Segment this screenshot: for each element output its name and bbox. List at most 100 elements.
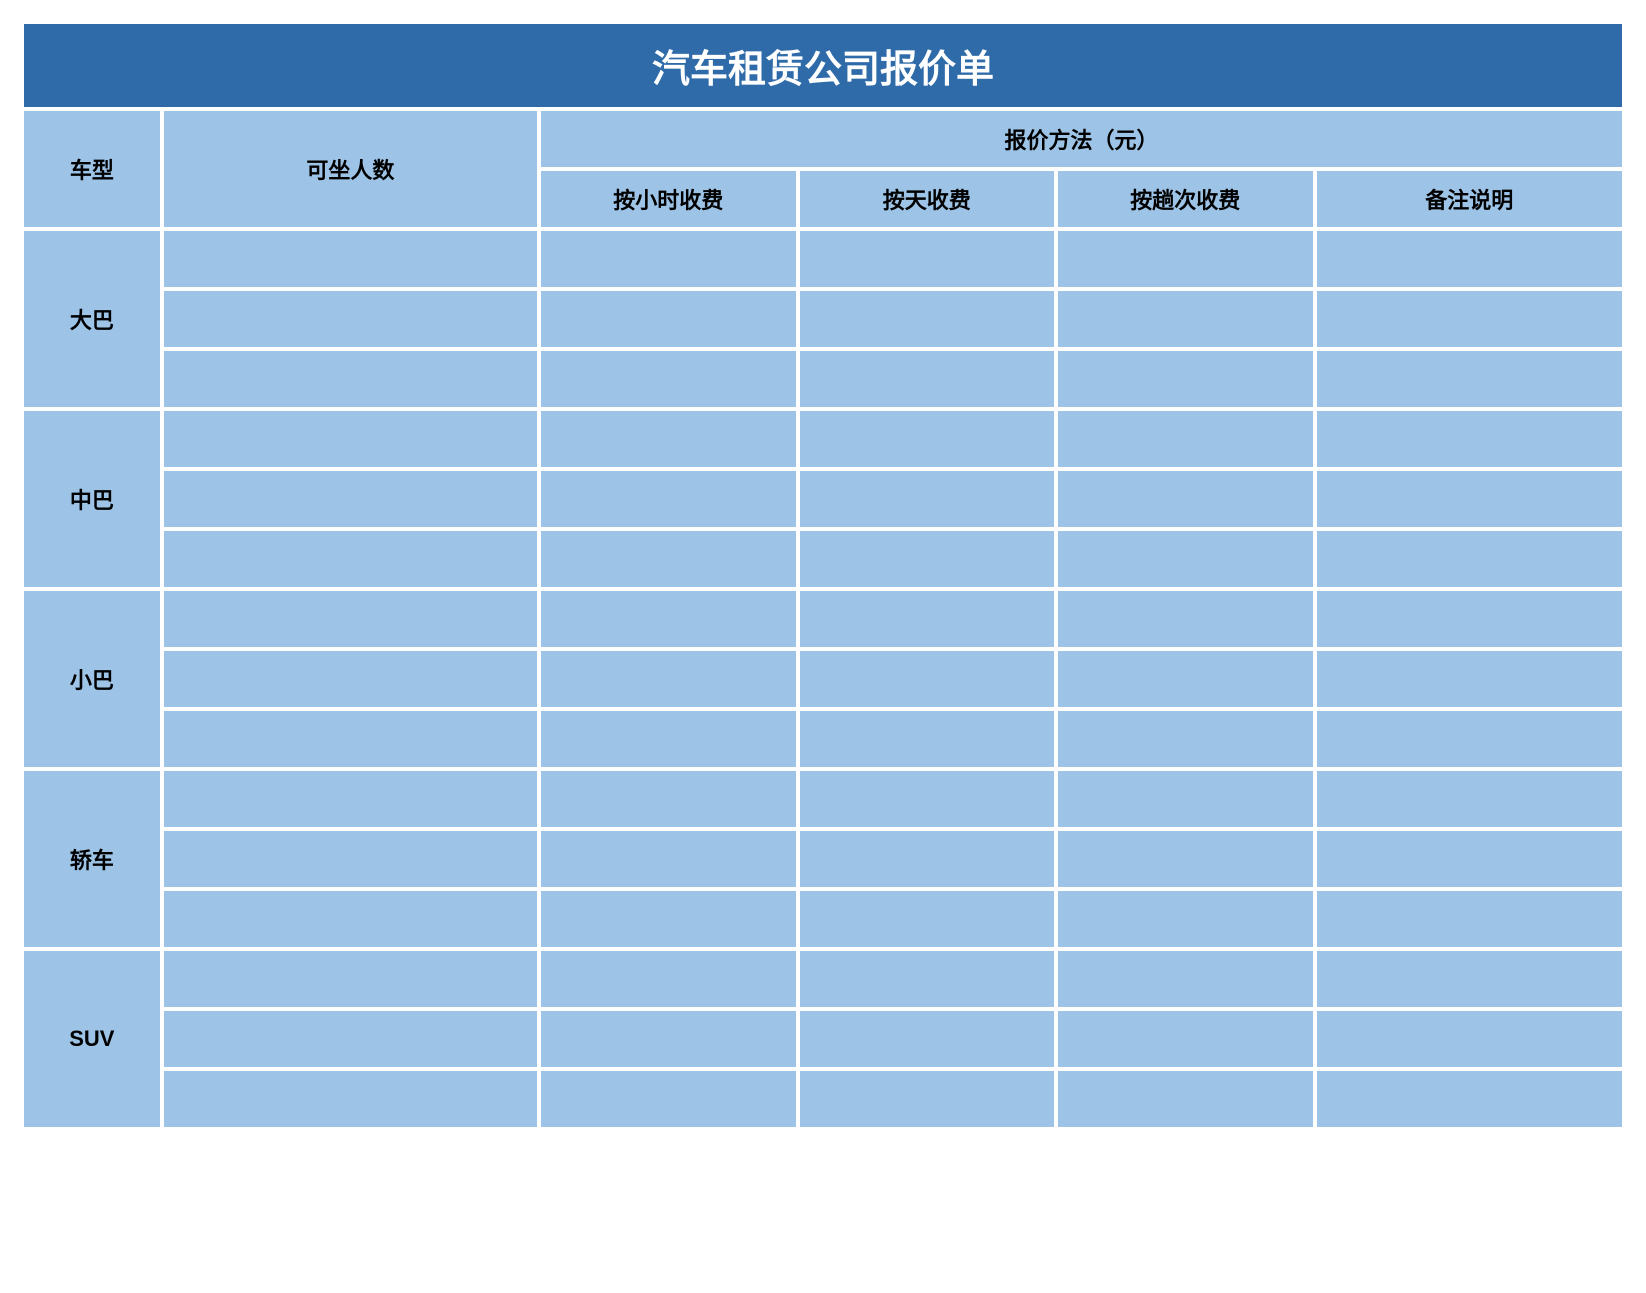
capacity-cell: [164, 891, 537, 947]
by-day-cell: [800, 411, 1055, 467]
by-day-cell: [800, 831, 1055, 887]
header-row-1: 车型 可坐人数 报价方法（元）: [24, 111, 1622, 167]
capacity-cell: [164, 471, 537, 527]
header-capacity: 可坐人数: [164, 111, 537, 227]
vehicle-type-cell: 小巴: [24, 591, 160, 767]
table-row: [24, 651, 1622, 707]
by-trip-cell: [1058, 231, 1313, 287]
capacity-cell: [164, 1011, 537, 1067]
capacity-cell: [164, 651, 537, 707]
by-day-cell: [800, 591, 1055, 647]
table-row: [24, 531, 1622, 587]
by-day-cell: [800, 471, 1055, 527]
remarks-cell: [1317, 711, 1622, 767]
header-by-trip: 按趟次收费: [1058, 171, 1313, 227]
header-pricing-method: 报价方法（元）: [541, 111, 1622, 167]
by-trip-cell: [1058, 531, 1313, 587]
table-row: [24, 291, 1622, 347]
capacity-cell: [164, 1071, 537, 1127]
by-day-cell: [800, 1071, 1055, 1127]
remarks-cell: [1317, 951, 1622, 1007]
by-day-cell: [800, 351, 1055, 407]
table-row: [24, 471, 1622, 527]
capacity-cell: [164, 771, 537, 827]
remarks-cell: [1317, 231, 1622, 287]
remarks-cell: [1317, 351, 1622, 407]
by-trip-cell: [1058, 291, 1313, 347]
table-row: [24, 1011, 1622, 1067]
by-trip-cell: [1058, 471, 1313, 527]
table-row: 中巴: [24, 411, 1622, 467]
table-row: 轿车: [24, 771, 1622, 827]
capacity-cell: [164, 531, 537, 587]
remarks-cell: [1317, 1071, 1622, 1127]
header-by-day: 按天收费: [800, 171, 1055, 227]
capacity-cell: [164, 231, 537, 287]
table-row: 大巴: [24, 231, 1622, 287]
remarks-cell: [1317, 591, 1622, 647]
by-hour-cell: [541, 591, 796, 647]
capacity-cell: [164, 351, 537, 407]
table-row: [24, 1071, 1622, 1127]
by-day-cell: [800, 531, 1055, 587]
by-day-cell: [800, 711, 1055, 767]
by-day-cell: [800, 291, 1055, 347]
by-hour-cell: [541, 1071, 796, 1127]
by-trip-cell: [1058, 591, 1313, 647]
by-hour-cell: [541, 1011, 796, 1067]
title-row: 汽车租赁公司报价单: [24, 24, 1622, 107]
by-hour-cell: [541, 831, 796, 887]
by-hour-cell: [541, 771, 796, 827]
capacity-cell: [164, 591, 537, 647]
by-trip-cell: [1058, 1011, 1313, 1067]
by-hour-cell: [541, 291, 796, 347]
by-trip-cell: [1058, 1071, 1313, 1127]
vehicle-type-cell: 中巴: [24, 411, 160, 587]
by-trip-cell: [1058, 831, 1313, 887]
table-row: [24, 351, 1622, 407]
by-hour-cell: [541, 231, 796, 287]
remarks-cell: [1317, 291, 1622, 347]
by-trip-cell: [1058, 951, 1313, 1007]
remarks-cell: [1317, 1011, 1622, 1067]
capacity-cell: [164, 711, 537, 767]
remarks-cell: [1317, 531, 1622, 587]
by-hour-cell: [541, 891, 796, 947]
vehicle-type-cell: SUV: [24, 951, 160, 1127]
remarks-cell: [1317, 651, 1622, 707]
by-day-cell: [800, 651, 1055, 707]
capacity-cell: [164, 831, 537, 887]
table-row: [24, 711, 1622, 767]
remarks-cell: [1317, 411, 1622, 467]
by-trip-cell: [1058, 351, 1313, 407]
by-day-cell: [800, 1011, 1055, 1067]
by-trip-cell: [1058, 771, 1313, 827]
table-row: [24, 831, 1622, 887]
by-trip-cell: [1058, 711, 1313, 767]
by-hour-cell: [541, 351, 796, 407]
quotation-container: 汽车租赁公司报价单 车型 可坐人数 报价方法（元） 按小时收费 按天收费 按趟次…: [20, 20, 1626, 1131]
by-hour-cell: [541, 951, 796, 1007]
by-trip-cell: [1058, 411, 1313, 467]
by-day-cell: [800, 891, 1055, 947]
by-hour-cell: [541, 711, 796, 767]
table-row: SUV: [24, 951, 1622, 1007]
table-title: 汽车租赁公司报价单: [24, 24, 1622, 107]
by-hour-cell: [541, 411, 796, 467]
remarks-cell: [1317, 891, 1622, 947]
capacity-cell: [164, 951, 537, 1007]
remarks-cell: [1317, 771, 1622, 827]
by-trip-cell: [1058, 651, 1313, 707]
table-row: [24, 891, 1622, 947]
table-row: 小巴: [24, 591, 1622, 647]
vehicle-type-cell: 轿车: [24, 771, 160, 947]
table-body: 大巴中巴小巴轿车SUV: [24, 231, 1622, 1127]
remarks-cell: [1317, 471, 1622, 527]
vehicle-type-cell: 大巴: [24, 231, 160, 407]
header-remarks: 备注说明: [1317, 171, 1622, 227]
by-day-cell: [800, 771, 1055, 827]
by-day-cell: [800, 951, 1055, 1007]
by-hour-cell: [541, 651, 796, 707]
by-hour-cell: [541, 471, 796, 527]
capacity-cell: [164, 411, 537, 467]
